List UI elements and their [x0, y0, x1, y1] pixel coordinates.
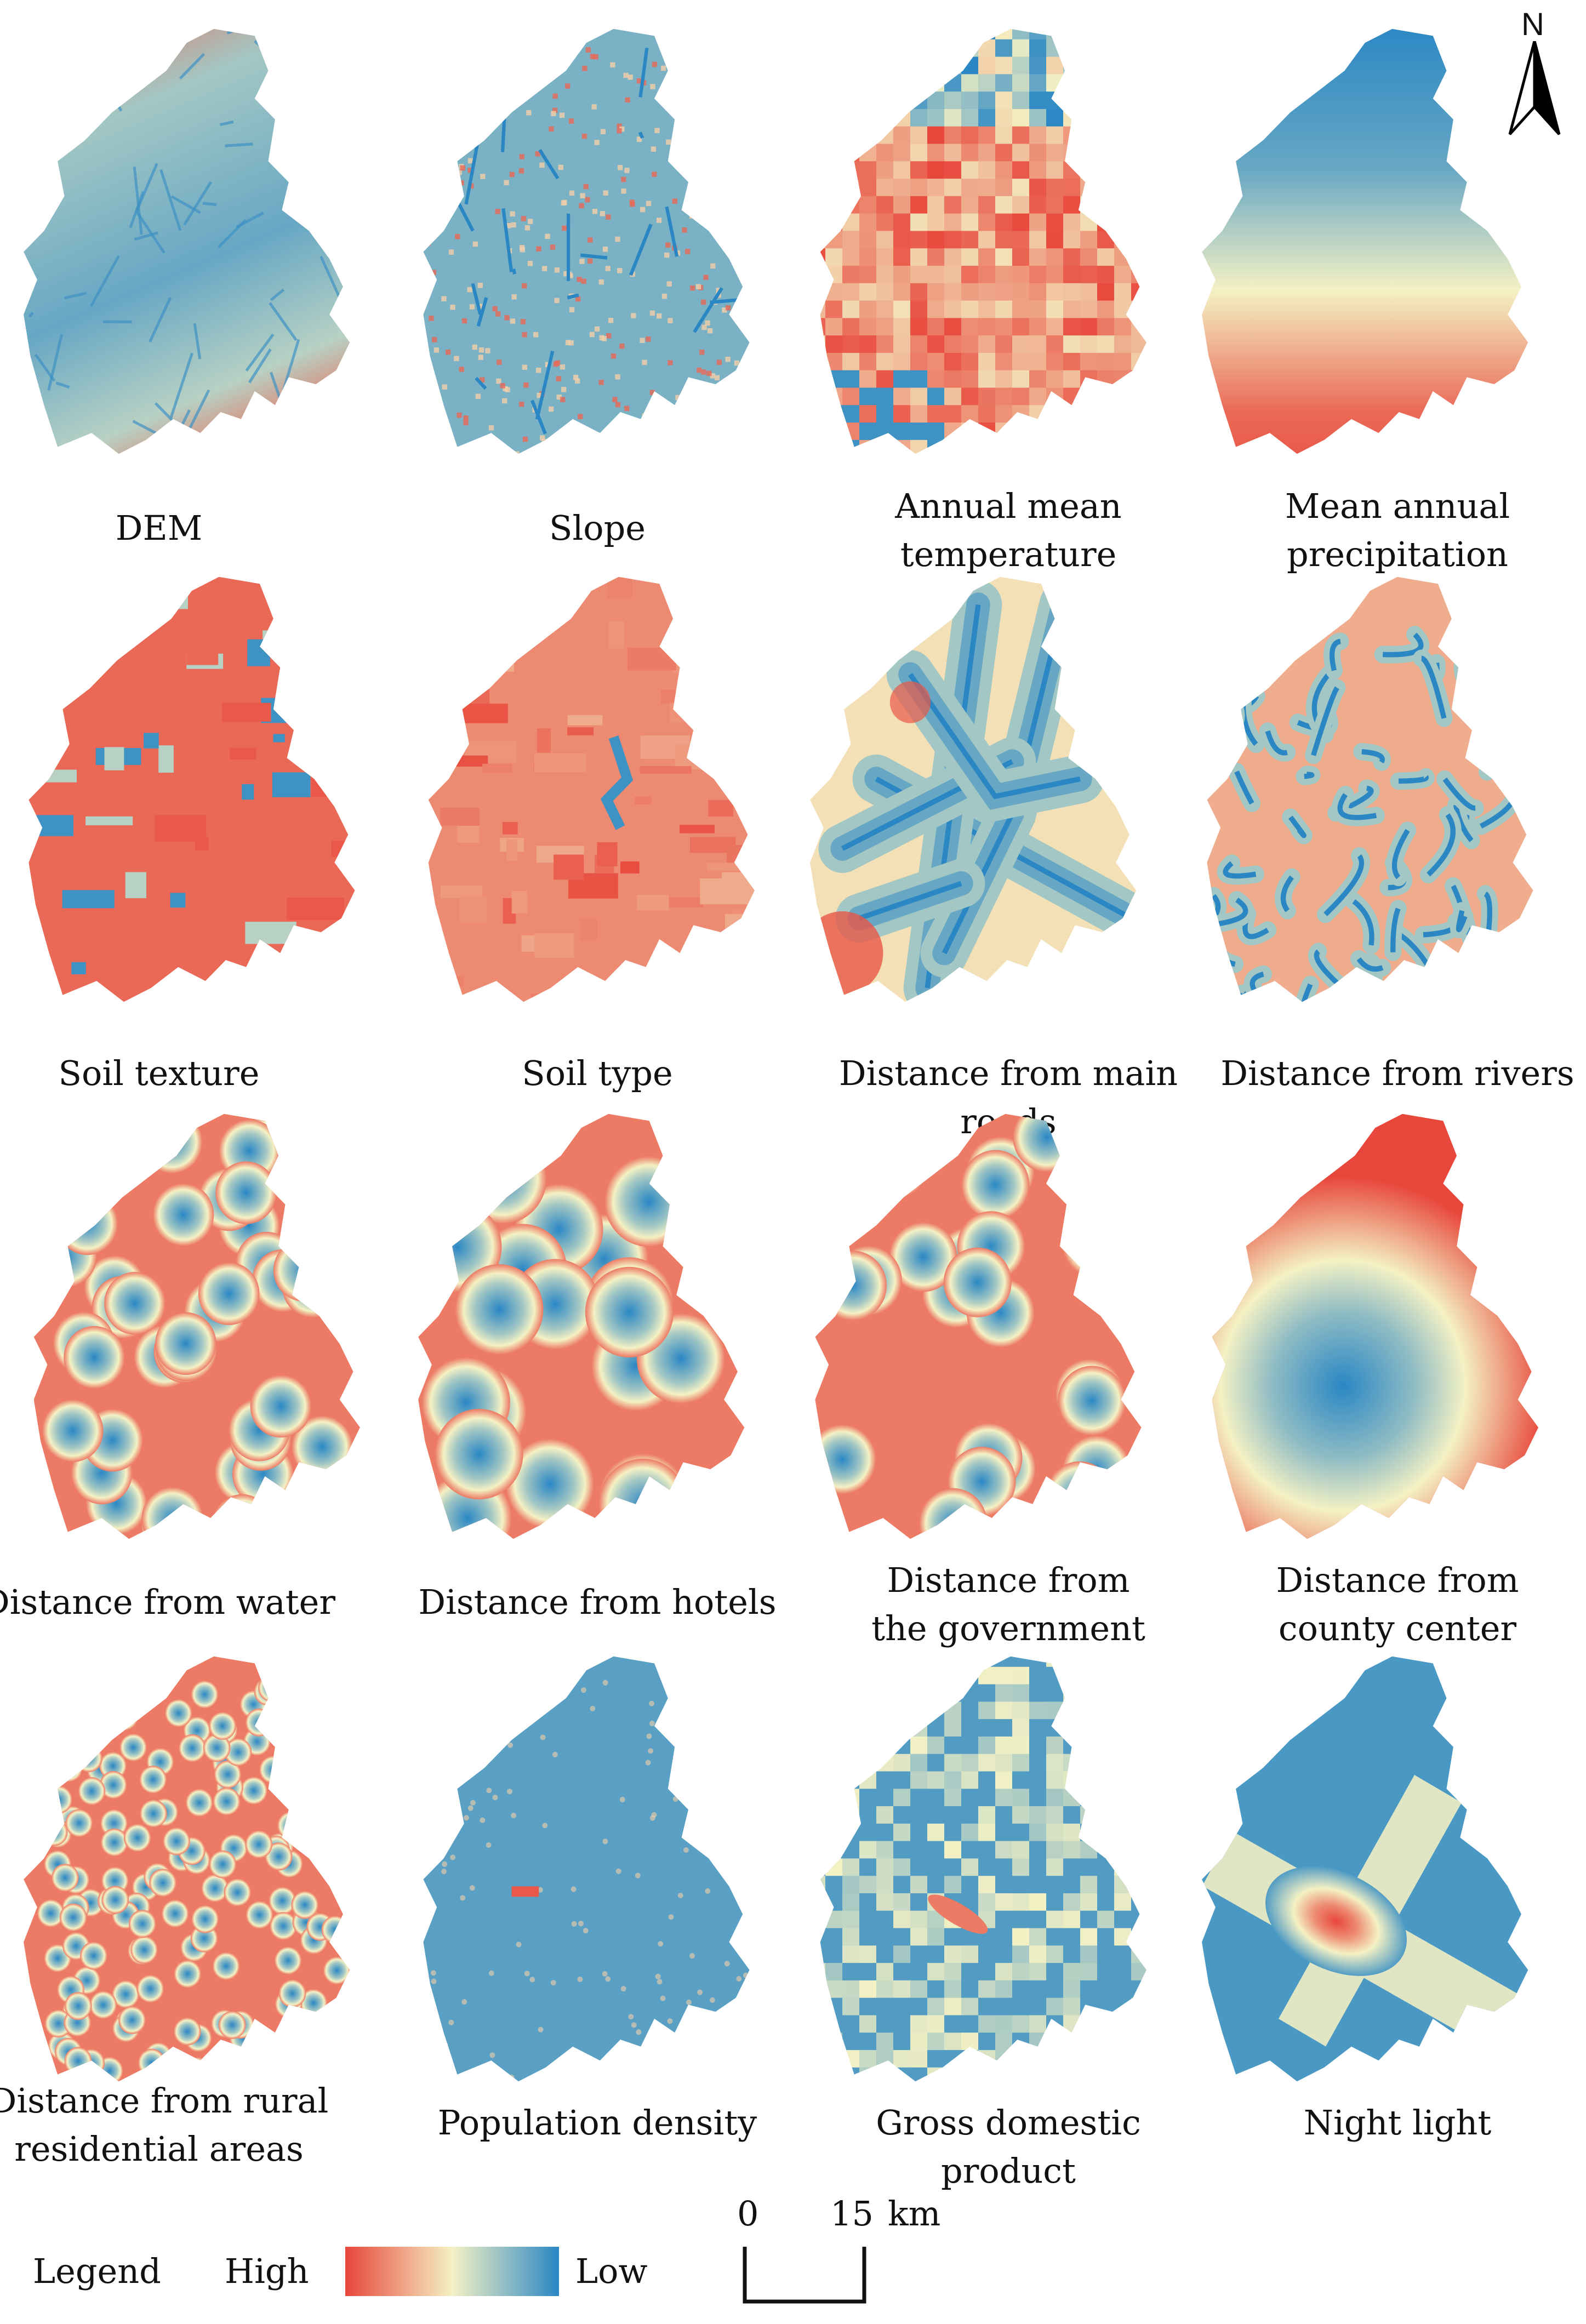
- caption-precip: Mean annual precipitation: [1285, 486, 1510, 574]
- map-raster-gdp: [820, 1656, 1146, 2082]
- map-panel-gdp: [808, 1649, 1148, 2137]
- caption-temp: Annual mean temperature: [895, 486, 1122, 574]
- caption-county: Distance from county center: [1276, 1560, 1519, 1648]
- map-raster-gov: [815, 1114, 1142, 1539]
- map-panel-soiltex: [22, 570, 362, 1058]
- map-raster-rivers: [1207, 576, 1533, 1002]
- scale-zero: 0: [737, 2194, 759, 2234]
- map-panel-hotels: [417, 1107, 756, 1595]
- map-raster-pop: [423, 1656, 750, 2082]
- map-raster-roads: [810, 576, 1137, 1002]
- map-panel-gov: [808, 1107, 1148, 1595]
- caption-rivers: Distance from rivers: [1220, 1053, 1574, 1093]
- legend-high-label: High: [225, 2251, 309, 2291]
- map-raster-precip: [1202, 28, 1528, 454]
- caption-water: Distance from water: [0, 1582, 335, 1622]
- map-panel-slope: [417, 22, 756, 510]
- map-raster-hotels: [418, 1114, 745, 1539]
- caption-gdp: Gross domestic product: [876, 2103, 1141, 2191]
- legend-low-label: Low: [575, 2251, 648, 2291]
- map-raster-slope: [423, 28, 750, 454]
- scale-bar-line: [743, 2247, 866, 2304]
- map-raster-county: [1212, 1114, 1538, 1539]
- caption-dem: DEM: [115, 508, 203, 548]
- map-raster-soiltype: [428, 576, 755, 1002]
- caption-soiltype: Soil type: [522, 1053, 673, 1093]
- caption-hotels: Distance from hotels: [418, 1582, 777, 1622]
- scale-bar: 0 15 km: [723, 2192, 970, 2312]
- map-raster-rural: [24, 1656, 350, 2082]
- legend: Legend High Low: [33, 2241, 691, 2302]
- map-panel-roads: [808, 570, 1148, 1058]
- map-panel-soiltype: [417, 570, 756, 1058]
- map-raster-soiltex: [28, 576, 355, 1002]
- caption-slope: Slope: [549, 508, 646, 548]
- map-raster-water: [33, 1114, 360, 1539]
- legend-title: Legend: [33, 2251, 161, 2291]
- caption-rural: Distance from rural residential areas: [0, 2081, 329, 2169]
- caption-gov: Distance from the government: [871, 1560, 1145, 1648]
- north-label: N: [1521, 7, 1544, 42]
- map-panel-rivers: [1200, 570, 1540, 1058]
- map-raster-dem: [24, 28, 350, 454]
- map-panel-pop: [417, 1649, 756, 2137]
- legend-color-ramp: [345, 2247, 559, 2296]
- map-panel-county: [1200, 1107, 1540, 1595]
- scale-value: 15: [830, 2194, 874, 2234]
- map-raster-temp: [820, 28, 1146, 454]
- north-arrow: N: [1504, 8, 1565, 140]
- map-panel-rural: [22, 1649, 362, 2137]
- map-panel-dem: [22, 22, 362, 510]
- map-panel-water: [22, 1107, 362, 1595]
- map-panel-precip: [1200, 22, 1540, 510]
- caption-soiltex: Soil texture: [58, 1053, 260, 1093]
- caption-night: Night light: [1303, 2103, 1492, 2143]
- north-arrow-icon: [1508, 41, 1561, 135]
- map-panel-temp: [808, 22, 1148, 510]
- scale-unit: km: [888, 2194, 941, 2234]
- map-raster-night: [1202, 1656, 1528, 2082]
- caption-pop: Population density: [437, 2103, 757, 2143]
- map-panel-night: [1200, 1649, 1540, 2137]
